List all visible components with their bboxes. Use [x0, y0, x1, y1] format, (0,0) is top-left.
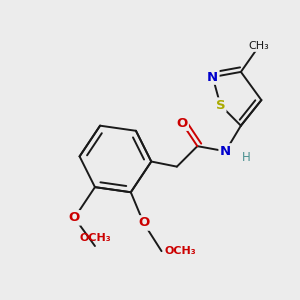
Text: O: O: [69, 212, 80, 224]
Text: O: O: [176, 117, 188, 130]
Text: H: H: [242, 151, 251, 164]
Text: N: N: [207, 70, 218, 83]
Text: N: N: [220, 145, 231, 158]
Text: OCH₃: OCH₃: [79, 233, 111, 244]
Text: S: S: [216, 99, 225, 112]
Text: O: O: [138, 217, 149, 230]
Text: CH₃: CH₃: [248, 41, 269, 51]
Text: OCH₃: OCH₃: [164, 246, 196, 256]
